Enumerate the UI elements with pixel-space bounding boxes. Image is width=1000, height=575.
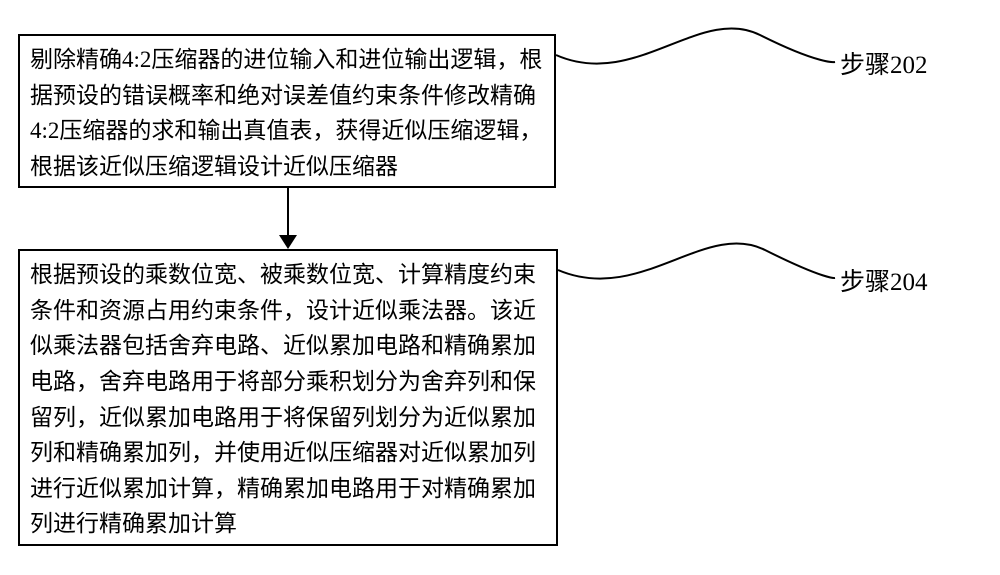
callout-curve-202 (556, 28, 835, 63)
flow-arrow-head (279, 235, 297, 249)
step-202-label: 步骤202 (840, 45, 928, 81)
step-204-label: 步骤204 (840, 262, 928, 298)
step-204-box: 根据预设的乘数位宽、被乘数位宽、计算精度约束条件和资源占用约束条件，设计近似乘法… (18, 249, 558, 546)
callout-curve-204 (558, 243, 835, 278)
step-202-box: 剔除精确4:2压缩器的进位输入和进位输出逻辑，根据预设的错误概率和绝对误差值约束… (18, 34, 556, 188)
diagram-canvas: 剔除精确4:2压缩器的进位输入和进位输出逻辑，根据预设的错误概率和绝对误差值约束… (0, 0, 1000, 575)
